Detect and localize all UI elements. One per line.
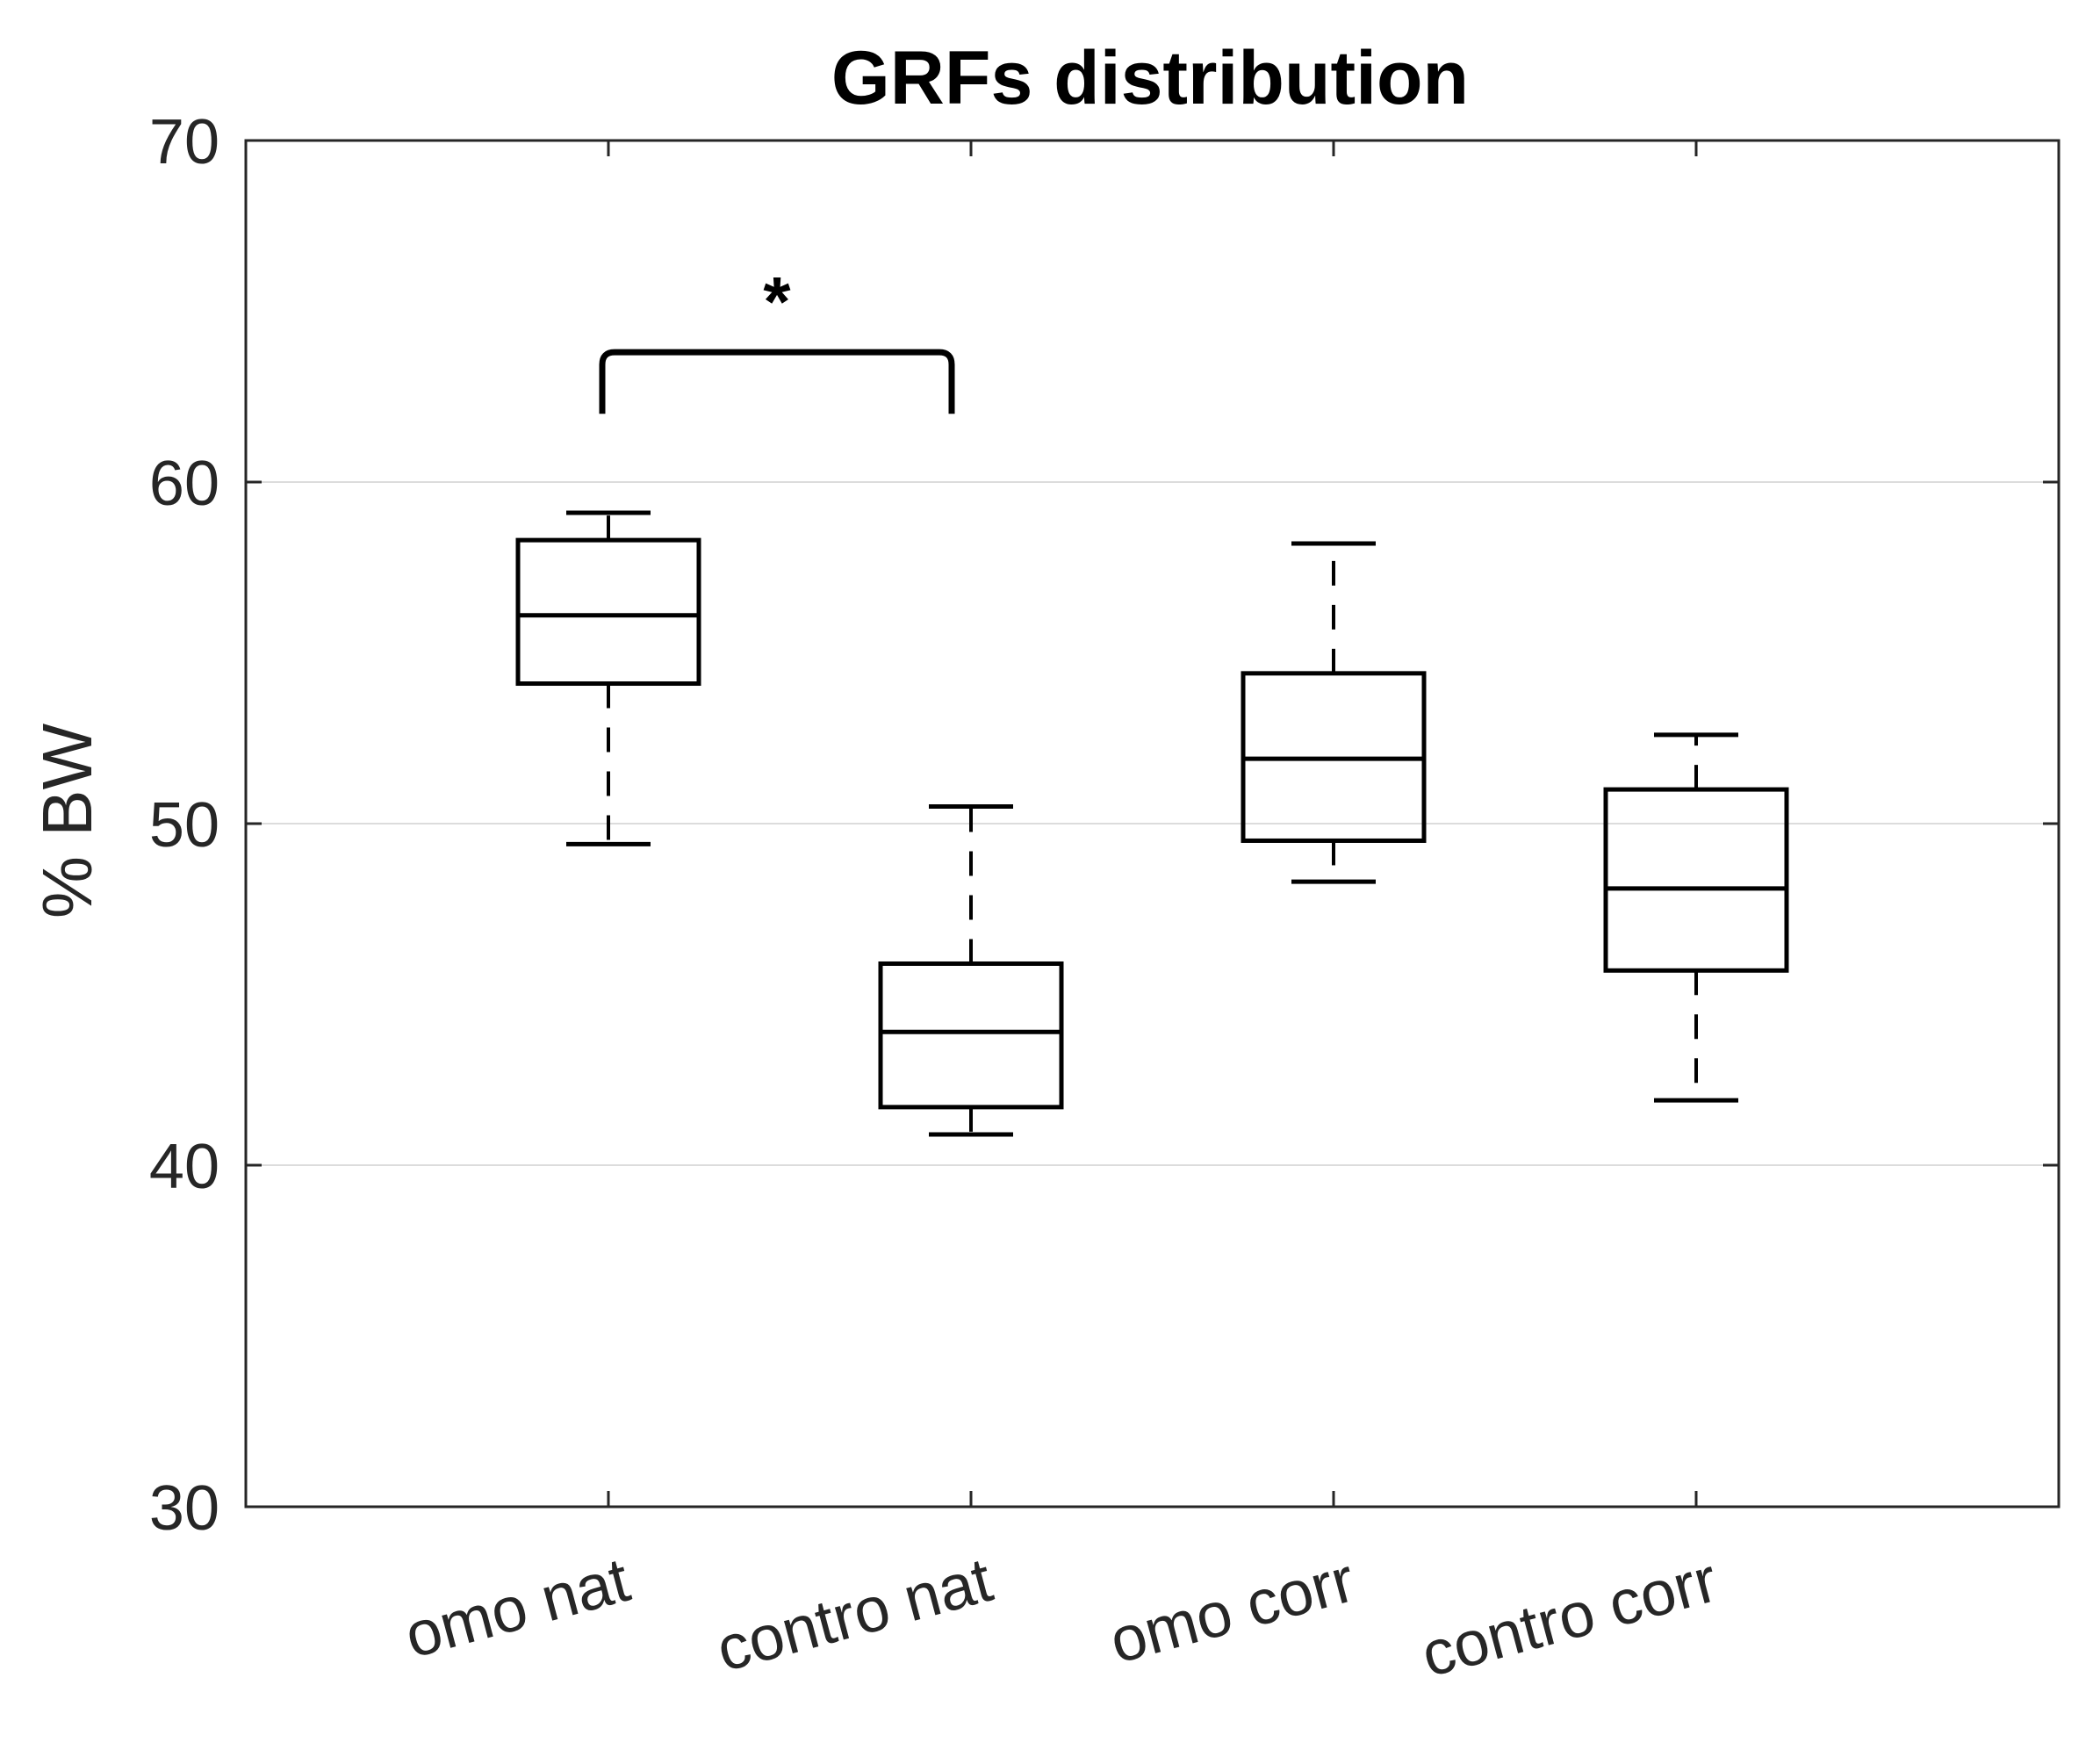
significance-marker: * (763, 263, 791, 341)
ytick-label: 30 (149, 1473, 219, 1544)
iqr-box (1603, 787, 1789, 973)
box-omo-corr (1241, 541, 1427, 884)
y-axis-ticks: 30 40 50 60 70 (149, 107, 2059, 1544)
ytick-label: 40 (149, 1132, 219, 1202)
iqr-box (515, 537, 701, 687)
ytick-label: 50 (149, 790, 219, 860)
xtick-label: contro nat (709, 1545, 999, 1685)
ytick-label: 60 (149, 449, 219, 519)
iqr-box (878, 961, 1064, 1110)
chart-title: GRFs distribution (831, 36, 1469, 120)
box-series (515, 510, 1789, 1137)
box-omo-nat (515, 510, 701, 846)
bracket-line (599, 349, 955, 414)
significance-bracket: * (599, 263, 955, 414)
xtick-label: omo corr (1103, 1545, 1362, 1677)
y-axis-label: % BW (28, 723, 106, 918)
gridlines (246, 481, 2059, 1166)
xtick-label: contro corr (1414, 1545, 1724, 1690)
box-contro-corr (1603, 732, 1789, 1103)
x-axis-ticks: omo nat contro nat omo corr contro corr (398, 140, 1724, 1691)
xtick-label: omo nat (398, 1545, 636, 1672)
box-contro-nat (878, 804, 1064, 1137)
ytick-label: 70 (149, 107, 219, 177)
